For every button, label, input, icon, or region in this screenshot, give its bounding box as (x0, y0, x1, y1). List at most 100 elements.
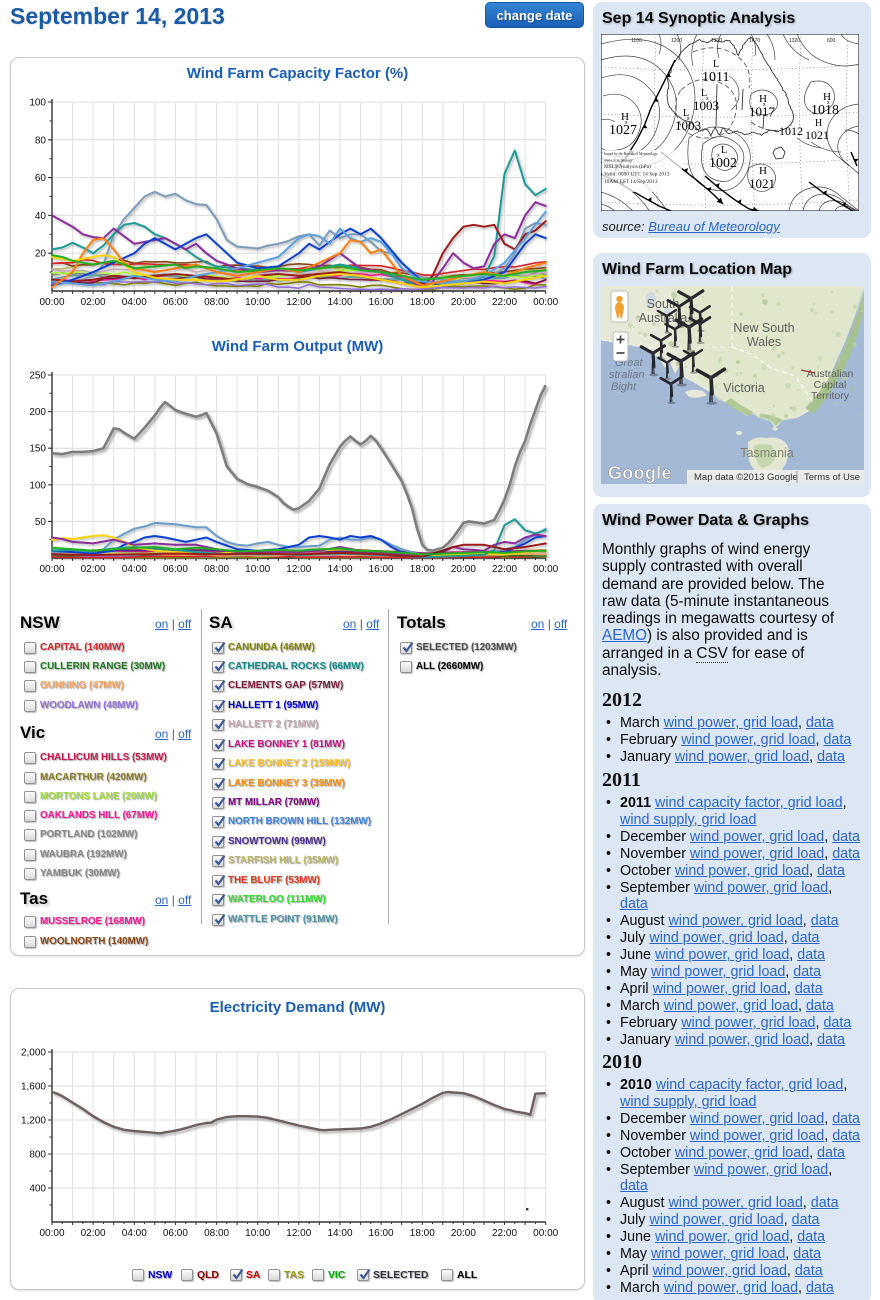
svg-text:x: x (706, 96, 709, 102)
svg-text:Map data ©2013 Google: Map data ©2013 Google (694, 472, 798, 483)
svg-text:00:00: 00:00 (533, 564, 558, 575)
svg-text:1021: 1021 (749, 176, 775, 191)
svg-text:L: L (713, 59, 719, 70)
svg-text:800: 800 (29, 1150, 46, 1161)
svg-text:08:00: 08:00 (204, 564, 229, 575)
svg-text:H: H (823, 91, 831, 103)
svg-text:16:00: 16:00 (369, 1228, 394, 1239)
svg-text:10:00: 10:00 (245, 297, 270, 308)
svg-text:08:00: 08:00 (204, 1228, 229, 1239)
svg-text:1,600: 1,600 (21, 1082, 46, 1093)
svg-text:1,200: 1,200 (21, 1116, 46, 1127)
svg-text:L: L (721, 145, 727, 156)
svg-text:Valid: 0000 UTC 14 Sep 2013: Valid: 0000 UTC 14 Sep 2013 (604, 172, 670, 178)
svg-text:1003: 1003 (675, 118, 701, 133)
svg-text:250: 250 (29, 371, 46, 382)
svg-text:22:00: 22:00 (492, 297, 517, 308)
svg-text:100: 100 (29, 98, 46, 109)
svg-text:1027: 1027 (609, 123, 637, 138)
svg-text:80: 80 (35, 135, 47, 146)
svg-text:00:00: 00:00 (39, 564, 64, 575)
svg-text:stralian: stralian (609, 369, 644, 381)
svg-text:12:00: 12:00 (286, 1228, 311, 1239)
svg-text:1012: 1012 (779, 124, 803, 138)
svg-text:08:00: 08:00 (204, 297, 229, 308)
svg-text:00:00: 00:00 (533, 297, 558, 308)
svg-text:L: L (683, 108, 689, 119)
svg-text:12:00: 12:00 (286, 297, 311, 308)
svg-text:Google: Google (608, 463, 672, 483)
svg-text:14:00: 14:00 (327, 564, 352, 575)
svg-text:H: H (815, 118, 822, 129)
svg-text:18:00: 18:00 (410, 1228, 435, 1239)
svg-text:20:00: 20:00 (451, 297, 476, 308)
svg-text:x: x (827, 100, 830, 106)
svg-text:40: 40 (35, 211, 47, 222)
svg-text:South: South (647, 297, 680, 311)
svg-text:2,000: 2,000 (21, 1048, 46, 1059)
svg-text:600: 600 (827, 38, 836, 44)
svg-text:Bight: Bight (611, 381, 637, 393)
svg-text:Capital: Capital (814, 379, 847, 391)
svg-text:06:00: 06:00 (163, 564, 188, 575)
svg-text:1200: 1200 (671, 38, 682, 44)
svg-text:10:00: 10:00 (245, 1228, 270, 1239)
svg-text:50: 50 (35, 517, 47, 528)
svg-text:00:00: 00:00 (39, 297, 64, 308)
svg-text:x: x (687, 116, 690, 122)
svg-text:1003: 1003 (693, 98, 719, 113)
svg-text:14:00: 14:00 (327, 297, 352, 308)
svg-text:1021: 1021 (805, 128, 829, 142)
svg-text:06:00: 06:00 (163, 1228, 188, 1239)
svg-text:06:00: 06:00 (163, 297, 188, 308)
svg-text:Tasmania: Tasmania (740, 446, 794, 460)
svg-text:16:00: 16:00 (369, 564, 394, 575)
svg-text:14:00: 14:00 (327, 1228, 352, 1239)
svg-text:Australian: Australian (807, 368, 854, 380)
svg-text:x: x (625, 120, 628, 126)
svg-text:100: 100 (29, 480, 46, 491)
svg-text:10:00: 10:00 (245, 564, 270, 575)
svg-text:H: H (759, 165, 767, 177)
svg-text:04:00: 04:00 (122, 297, 147, 308)
svg-text:H: H (621, 111, 629, 123)
svg-text:22:00: 22:00 (492, 564, 517, 575)
svg-text:x: x (763, 102, 766, 108)
svg-text:20:00: 20:00 (451, 564, 476, 575)
svg-text:02:00: 02:00 (81, 564, 106, 575)
svg-text:New South: New South (733, 321, 794, 335)
svg-text:20: 20 (35, 249, 47, 260)
svg-text:Territory: Territory (811, 390, 850, 402)
svg-text:x: x (717, 153, 720, 159)
svg-text:02:00: 02:00 (81, 297, 106, 308)
svg-text:1011: 1011 (702, 70, 729, 85)
svg-text:L: L (701, 88, 707, 99)
svg-text:10AM EST 14/Sep/2013: 10AM EST 14/Sep/2013 (604, 179, 658, 185)
svg-text:1100: 1100 (631, 38, 642, 44)
svg-text:200: 200 (29, 407, 46, 418)
svg-text:60: 60 (35, 173, 47, 184)
svg-text:12:00: 12:00 (286, 564, 311, 575)
svg-text:02:00: 02:00 (81, 1228, 106, 1239)
svg-text:Victoria: Victoria (723, 381, 765, 395)
svg-text:MSLP Analysis (hPa): MSLP Analysis (hPa) (604, 163, 651, 170)
svg-text:20:00: 20:00 (451, 1228, 476, 1239)
svg-text:arena of technology: arena of technology (604, 159, 633, 163)
svg-text:Wales: Wales (747, 335, 781, 349)
svg-text:00:00: 00:00 (533, 1228, 558, 1239)
svg-text:22:00: 22:00 (492, 1228, 517, 1239)
svg-text:1018: 1018 (811, 103, 839, 118)
svg-text:04:00: 04:00 (122, 564, 147, 575)
svg-text:400: 400 (29, 1184, 46, 1195)
svg-text:Issued by the Bureau of Meteor: Issued by the Bureau of Meteorology (604, 152, 658, 156)
svg-text:H: H (759, 93, 767, 105)
svg-text:04:00: 04:00 (122, 1228, 147, 1239)
svg-text:1017: 1017 (749, 104, 776, 119)
svg-text:00:00: 00:00 (39, 1228, 64, 1239)
svg-text:1320: 1320 (789, 38, 800, 44)
svg-text:18:00: 18:00 (410, 564, 435, 575)
svg-text:1002: 1002 (709, 156, 737, 171)
svg-text:18:00: 18:00 (410, 297, 435, 308)
svg-text:150: 150 (29, 444, 46, 455)
svg-text:Terms of Use: Terms of Use (804, 472, 860, 483)
